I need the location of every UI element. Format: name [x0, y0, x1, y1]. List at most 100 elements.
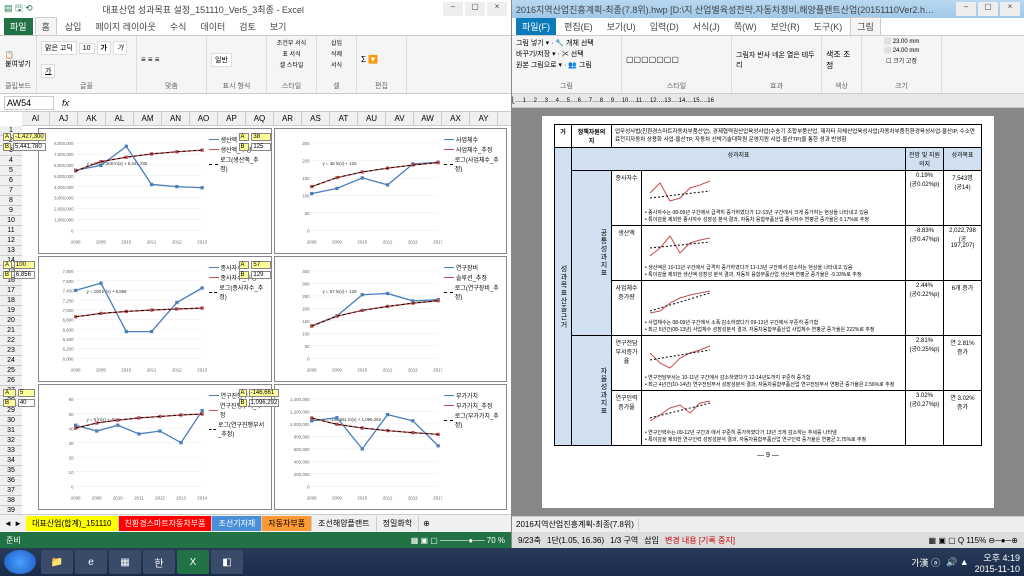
- paste-button[interactable]: 📋붙여넣기: [4, 42, 32, 78]
- col-header[interactable]: AK: [78, 112, 106, 125]
- taskbar-ie-icon[interactable]: e: [75, 550, 107, 574]
- svg-text:7,200: 7,200: [63, 298, 74, 303]
- sheet-tab[interactable]: 친환경스마트자동차부품: [119, 516, 213, 531]
- col-header[interactable]: AY: [470, 112, 498, 125]
- svg-text:1,000,000: 1,000,000: [290, 422, 310, 427]
- lang-indicator[interactable]: 가漢 ⓐ: [911, 556, 940, 569]
- tab-format[interactable]: 서식(J): [687, 18, 726, 35]
- svg-text:6,000,000: 6,000,000: [54, 163, 74, 168]
- minimize-button[interactable]: ‒: [443, 2, 463, 16]
- tab-security[interactable]: 보안(R): [765, 18, 806, 35]
- col-header[interactable]: AW: [414, 112, 442, 125]
- tab-file[interactable]: 파일(F): [516, 18, 556, 35]
- tab-file[interactable]: 파일: [4, 18, 33, 35]
- svg-text:600,000: 600,000: [293, 447, 309, 452]
- taskbar-hwp-icon[interactable]: 한: [143, 550, 175, 574]
- tab-edit[interactable]: 편집(E): [558, 18, 599, 35]
- clock-time: 오후 4:19: [975, 551, 1020, 564]
- tab-data[interactable]: 데이터: [194, 18, 231, 35]
- bold-button[interactable]: 가: [97, 41, 111, 55]
- sheet-area[interactable]: AI AJ AK AL AM AN AO AP AQ AR AS AT AU A…: [0, 112, 511, 514]
- taskbar-app-icon[interactable]: ◧: [211, 550, 243, 574]
- tab-home[interactable]: 홈: [35, 17, 57, 35]
- tab-input[interactable]: 입력(D): [644, 18, 685, 35]
- font-name[interactable]: 맑은 고딕: [41, 41, 77, 55]
- mini-chart: [645, 338, 715, 374]
- taskbar-explorer-icon[interactable]: 📁: [41, 550, 73, 574]
- maximize-button[interactable]: ▢: [465, 2, 485, 16]
- tab-insert[interactable]: 삽입: [59, 18, 88, 35]
- col-header[interactable]: AX: [442, 112, 470, 125]
- svg-text:2008: 2008: [71, 367, 81, 372]
- svg-text:150: 150: [302, 319, 310, 324]
- svg-text:y = 38 ln(x) + 125: y = 38 ln(x) + 125: [322, 161, 357, 166]
- tab-graphic[interactable]: 그림: [850, 17, 881, 35]
- svg-text:2011: 2011: [134, 495, 144, 500]
- col-header[interactable]: AQ: [246, 112, 274, 125]
- tab-formula[interactable]: 수식: [164, 18, 193, 35]
- col-header[interactable]: AT: [330, 112, 358, 125]
- sheet-tab[interactable]: 조선기자재: [212, 516, 262, 531]
- font-size[interactable]: 10: [79, 43, 95, 54]
- col-header[interactable]: AN: [162, 112, 190, 125]
- svg-text:y = -146,661 ln(x) + 1,096,292: y = -146,661 ln(x) + 1,096,292: [322, 417, 381, 422]
- tab-layout[interactable]: 페이지 레이아웃: [89, 18, 161, 35]
- taskbar-excel-icon[interactable]: X: [177, 550, 209, 574]
- hwp-document[interactable]: 거 정책자원의지 업무성사법(친환경스마트자동차부품산업), 경제협력권산업육성…: [542, 116, 994, 508]
- close-button[interactable]: ×: [487, 2, 507, 16]
- italic-button[interactable]: 가: [113, 41, 127, 55]
- sheet-tab[interactable]: 자동차부품: [262, 516, 312, 531]
- tab-page[interactable]: 쪽(W): [728, 18, 763, 35]
- col-header[interactable]: AO: [190, 112, 218, 125]
- taskbar: 📁 e ▦ 한 X ◧ 가漢 ⓐ 🔊 ▲ 오후 4:19 2015-11-10: [0, 548, 1024, 576]
- chart-5[interactable]: A-146,661B1,096,2920200,000400,000600,00…: [274, 384, 508, 510]
- svg-text:2008: 2008: [71, 239, 81, 244]
- tab-view[interactable]: 보기(U): [601, 18, 642, 35]
- chart-3[interactable]: A57B129050100150200250300350200820092010…: [274, 256, 508, 382]
- svg-text:y = 57 ln(x) + 129: y = 57 ln(x) + 129: [322, 289, 357, 294]
- underline-button[interactable]: 가: [41, 64, 55, 78]
- chart-1[interactable]: A38B125050100150200250200820092010201120…: [274, 128, 508, 254]
- excel-qat[interactable]: ▤ 🖫 ⟲: [4, 1, 33, 17]
- col-header[interactable]: AR: [274, 112, 302, 125]
- svg-text:7,800: 7,800: [63, 269, 74, 274]
- col-header[interactable]: AM: [134, 112, 162, 125]
- row-name: 연구인력증가율: [612, 391, 642, 446]
- col-header[interactable]: AS: [302, 112, 330, 125]
- svg-text:2009: 2009: [96, 239, 106, 244]
- minimize-button[interactable]: ‒: [956, 2, 976, 16]
- doc-table: 거 정책자원의지 업무성사법(친환경스마트자동차부품산업), 경제협력권산업육성…: [554, 124, 982, 446]
- tray-icons[interactable]: 🔊 ▲: [946, 557, 969, 568]
- col-header[interactable]: AL: [106, 112, 134, 125]
- svg-text:150: 150: [302, 176, 310, 181]
- svg-text:1,000,000: 1,000,000: [54, 218, 74, 223]
- maximize-button[interactable]: ▢: [978, 2, 998, 16]
- sheet-tab[interactable]: 대표산업(합계)_151110: [26, 516, 118, 531]
- svg-text:2012: 2012: [172, 367, 182, 372]
- svg-text:7,000,000: 7,000,000: [54, 152, 74, 157]
- svg-text:2009: 2009: [96, 367, 106, 372]
- svg-text:2009: 2009: [332, 495, 342, 500]
- col-header[interactable]: AV: [386, 112, 414, 125]
- svg-text:0: 0: [71, 484, 74, 489]
- svg-text:250: 250: [302, 294, 310, 299]
- number-format[interactable]: 일반: [211, 53, 232, 67]
- sheet-tab[interactable]: 조선해양플랜트: [312, 516, 377, 531]
- tab-tools[interactable]: 도구(K): [808, 18, 849, 35]
- formula-bar: AW54 fx: [0, 94, 511, 112]
- sheet-tab[interactable]: 정밀화학: [377, 516, 419, 531]
- col-header[interactable]: AU: [358, 112, 386, 125]
- close-button[interactable]: ×: [1000, 2, 1020, 16]
- status-ready: 준비: [6, 535, 21, 546]
- svg-text:2009: 2009: [332, 239, 342, 244]
- col-header[interactable]: AJ: [50, 112, 78, 125]
- svg-text:1,200,000: 1,200,000: [290, 410, 310, 415]
- tab-review[interactable]: 검토: [233, 18, 262, 35]
- col-header[interactable]: AP: [218, 112, 246, 125]
- name-box[interactable]: AW54: [4, 96, 54, 110]
- taskbar-app-icon[interactable]: ▦: [109, 550, 141, 574]
- col-header[interactable]: AI: [22, 112, 50, 125]
- hwp-doc-tab[interactable]: 2016지역산업진흥계획-최종(7.8위): [512, 518, 639, 531]
- tab-view[interactable]: 보기: [264, 18, 293, 35]
- start-button[interactable]: [4, 550, 36, 574]
